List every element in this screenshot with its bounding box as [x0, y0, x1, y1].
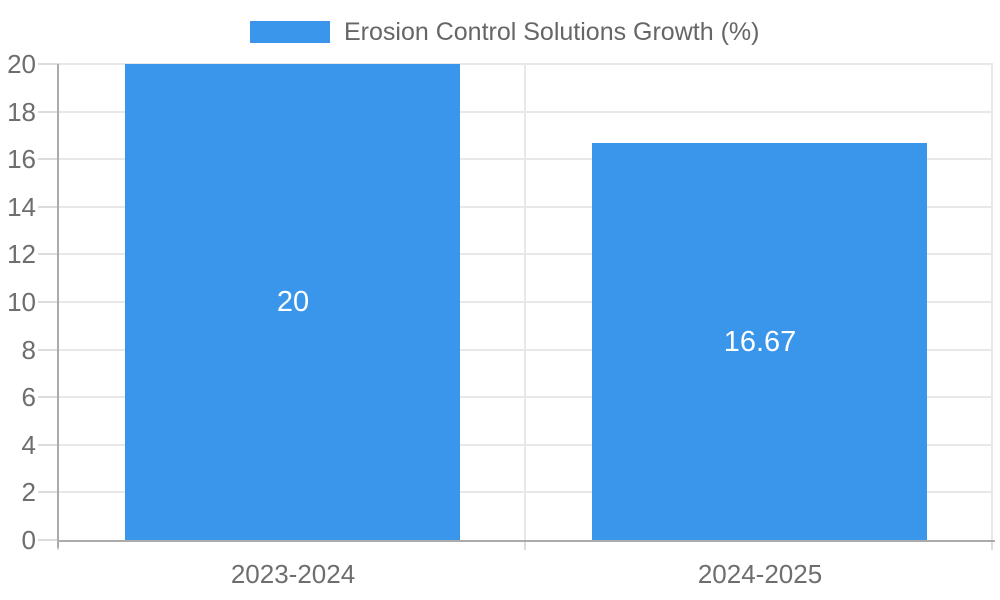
x-axis-tick: [991, 540, 993, 550]
y-tick-label: 18: [7, 97, 36, 127]
y-axis-tick: [38, 491, 59, 493]
y-axis-tick: [38, 63, 59, 65]
gridline-horizontal: [59, 206, 993, 208]
y-axis-line: [57, 64, 59, 548]
y-axis-tick: [38, 301, 59, 303]
gridline-horizontal: [59, 253, 993, 255]
y-tick-label: 4: [21, 430, 36, 460]
gridline-horizontal: [59, 111, 993, 113]
y-tick-label: 0: [21, 525, 36, 555]
gridline-horizontal: [59, 301, 993, 303]
y-axis-tick: [38, 444, 59, 446]
y-tick-label: 14: [7, 192, 36, 222]
y-tick-label: 2: [21, 477, 36, 507]
plot-area: 0 2 4 6 8 10 12 14 16 18 20 20 2023-2024 16.67 2024-20…: [7, 49, 995, 589]
y-tick-label: 16: [7, 144, 36, 174]
y-tick-label: 6: [21, 382, 36, 412]
y-tick-label: 12: [7, 239, 36, 269]
bar[interactable]: [125, 64, 460, 540]
legend-swatch: [250, 21, 330, 43]
y-tick-label: 20: [7, 49, 36, 79]
y-tick-label: 10: [7, 287, 36, 317]
gridline-vertical: [524, 64, 526, 540]
y-axis-tick: [38, 158, 59, 160]
x-tick-label: 2024-2025: [697, 559, 823, 589]
y-axis-tick: [38, 396, 59, 398]
gridline-horizontal: [59, 158, 993, 160]
x-axis-line: [57, 540, 995, 542]
y-axis-tick: [38, 206, 59, 208]
x-axis-tick: [524, 540, 526, 550]
bar[interactable]: [592, 143, 927, 540]
gridline-vertical: [991, 64, 993, 540]
x-tick-label: 2023-2024: [230, 559, 356, 589]
y-tick-label: 8: [21, 335, 36, 365]
gridline-horizontal: [59, 396, 993, 398]
gridline-horizontal: [59, 444, 993, 446]
y-axis-tick: [38, 253, 59, 255]
gridline-horizontal: [59, 63, 993, 65]
legend-item[interactable]: Erosion Control Solutions Growth (%): [250, 17, 760, 46]
y-axis-tick: [38, 111, 59, 113]
y-axis-tick: [38, 349, 59, 351]
legend-label: Erosion Control Solutions Growth (%): [344, 17, 760, 46]
gridline-horizontal: [59, 491, 993, 493]
y-axis-tick: [38, 539, 59, 541]
gridline-horizontal: [59, 349, 993, 351]
